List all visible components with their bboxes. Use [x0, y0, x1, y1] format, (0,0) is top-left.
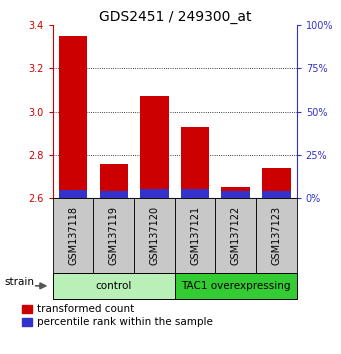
Bar	[181, 189, 209, 198]
Text: GSM137121: GSM137121	[190, 206, 200, 265]
Bar	[222, 191, 250, 198]
Bar	[59, 36, 87, 198]
Bar	[262, 168, 291, 198]
Bar	[175, 273, 297, 299]
Bar	[216, 198, 256, 273]
Text: GSM137120: GSM137120	[149, 206, 160, 265]
Text: strain: strain	[4, 277, 34, 287]
Legend: transformed count, percentile rank within the sample: transformed count, percentile rank withi…	[22, 304, 213, 327]
Text: GSM137122: GSM137122	[231, 206, 241, 265]
Bar	[222, 187, 250, 198]
Title: GDS2451 / 249300_at: GDS2451 / 249300_at	[99, 10, 251, 24]
Text: GSM137123: GSM137123	[271, 206, 281, 265]
Bar	[53, 273, 175, 299]
Bar	[175, 198, 216, 273]
Bar	[256, 198, 297, 273]
Bar	[53, 198, 93, 273]
Text: TAC1 overexpressing: TAC1 overexpressing	[181, 281, 291, 291]
Bar	[100, 164, 128, 198]
Bar	[59, 190, 87, 198]
Bar	[262, 191, 291, 198]
Bar	[140, 189, 169, 198]
Bar	[100, 191, 128, 198]
Bar	[181, 127, 209, 198]
Text: GSM137119: GSM137119	[109, 206, 119, 265]
Bar	[140, 96, 169, 198]
Bar	[134, 198, 175, 273]
Bar	[93, 198, 134, 273]
Text: GSM137118: GSM137118	[68, 206, 78, 265]
Text: control: control	[95, 281, 132, 291]
